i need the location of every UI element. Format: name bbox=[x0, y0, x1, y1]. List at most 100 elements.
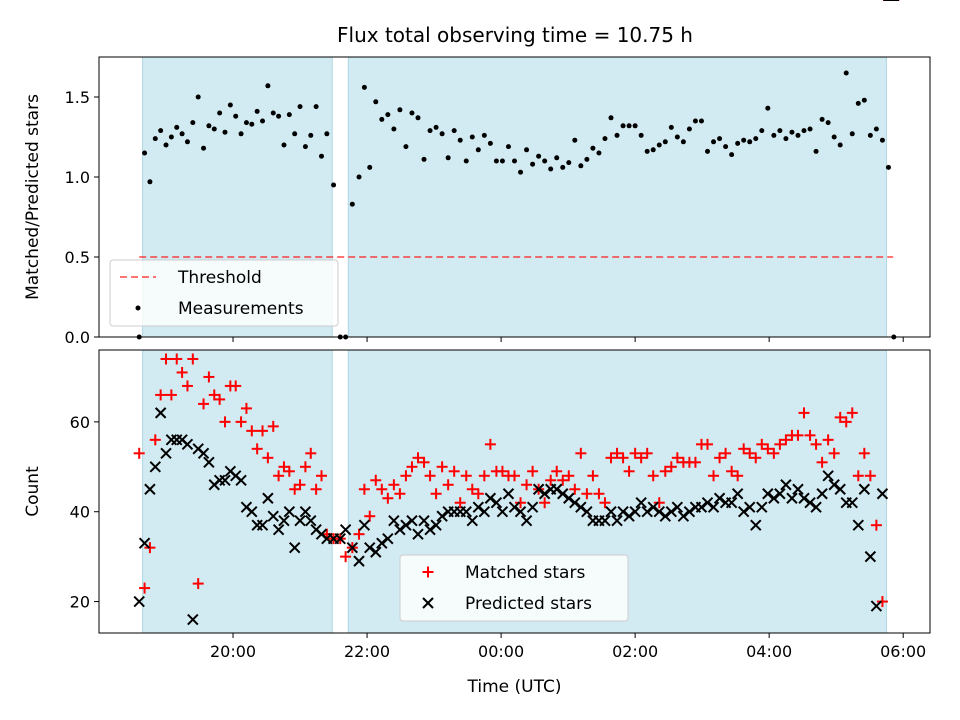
measurement-point bbox=[475, 147, 481, 153]
matched-star-point bbox=[382, 492, 394, 504]
predicted-star-point bbox=[750, 519, 762, 531]
predicted-star-point bbox=[288, 541, 301, 554]
measurement-point bbox=[493, 158, 499, 164]
matched-star-point bbox=[230, 380, 242, 392]
measurement-point bbox=[318, 153, 324, 159]
matched-star-point bbox=[160, 353, 172, 365]
matched-star-point bbox=[810, 438, 822, 450]
measurement-point bbox=[584, 156, 590, 162]
matched-star-point bbox=[235, 416, 247, 428]
matched-star-point bbox=[240, 402, 252, 414]
matched-star-point bbox=[149, 434, 161, 446]
measurement-point bbox=[313, 104, 319, 110]
x-tick-label: 22:00 bbox=[344, 642, 390, 661]
predicted-star-point bbox=[334, 532, 346, 545]
bottom-legend: Matched stars Predicted stars bbox=[399, 554, 629, 622]
matched-star-point bbox=[424, 470, 436, 482]
predicted-star-point bbox=[538, 488, 551, 500]
matched-star-point bbox=[388, 479, 400, 491]
matched-star-point bbox=[203, 371, 215, 383]
measurement-point bbox=[457, 137, 463, 143]
matched-star-point bbox=[315, 470, 327, 482]
matched-star-point bbox=[647, 470, 659, 482]
matched-star-point bbox=[370, 474, 382, 486]
measurement-point bbox=[723, 144, 729, 150]
predicted-star-point bbox=[466, 514, 478, 527]
predicted-star-point bbox=[677, 510, 690, 522]
measurement-point bbox=[861, 97, 867, 103]
matched-star-point bbox=[726, 465, 738, 477]
matched-stars-points bbox=[133, 0, 900, 608]
measurement-point bbox=[206, 123, 212, 129]
legend-predicted-label: Predicted stars bbox=[465, 594, 592, 614]
predicted-star-point bbox=[406, 514, 418, 527]
predicted-star-point bbox=[154, 407, 167, 419]
predicted-star-point bbox=[235, 474, 247, 486]
predicted-star-point bbox=[353, 555, 365, 567]
matched-star-point bbox=[472, 488, 484, 500]
measurement-point bbox=[201, 145, 207, 151]
matched-star-point bbox=[738, 443, 750, 455]
matched-star-point bbox=[635, 452, 647, 464]
measurement-point bbox=[302, 144, 308, 150]
legend-measurement-swatch bbox=[135, 305, 141, 311]
measurement-point bbox=[885, 164, 891, 170]
measurement-point bbox=[233, 113, 239, 119]
top-y-ticks: 0.0 0.5 1.0 1.5 bbox=[65, 88, 99, 347]
predicted-star-point bbox=[768, 492, 780, 504]
predicted-star-point bbox=[160, 447, 172, 460]
measurement-point bbox=[566, 160, 572, 166]
matched-star-point bbox=[527, 465, 539, 477]
predicted-star-point bbox=[701, 497, 714, 509]
measurement-point bbox=[179, 131, 185, 137]
measurement-point bbox=[789, 129, 795, 135]
predicted-star-point bbox=[256, 519, 269, 531]
predicted-star-point bbox=[418, 514, 430, 527]
measurement-point bbox=[439, 131, 445, 137]
matched-star-point bbox=[358, 483, 370, 495]
predicted-star-point bbox=[358, 519, 371, 531]
matched-star-point bbox=[509, 470, 520, 482]
predicted-star-point bbox=[876, 488, 889, 500]
measurement-point bbox=[397, 107, 403, 113]
measurement-point bbox=[403, 144, 409, 150]
predicted-star-point bbox=[382, 532, 394, 545]
matched-star-point bbox=[478, 470, 490, 482]
shaded-interval-1 bbox=[142, 349, 333, 634]
x-tick-label: 00:00 bbox=[478, 642, 524, 661]
predicted-star-point bbox=[472, 501, 485, 513]
measurement-point bbox=[445, 155, 451, 161]
predicted-star-point bbox=[283, 506, 296, 518]
matched-star-point bbox=[599, 497, 611, 509]
measurement-point bbox=[620, 123, 626, 129]
predicted-star-point bbox=[149, 461, 162, 473]
measurement-point bbox=[499, 158, 505, 164]
matched-star-point bbox=[605, 452, 617, 464]
predicted-star-point bbox=[502, 488, 515, 500]
predicted-star-point bbox=[798, 492, 810, 504]
y-tick-label: 1.0 bbox=[65, 168, 90, 187]
measurement-point bbox=[572, 137, 578, 143]
predicted-star-point bbox=[780, 479, 792, 491]
matched-star-point bbox=[804, 429, 816, 441]
measurement-point bbox=[324, 131, 330, 137]
predicted-star-point bbox=[430, 519, 442, 531]
matched-star-point bbox=[876, 596, 888, 608]
measurement-point bbox=[297, 104, 303, 110]
matched-star-point bbox=[406, 461, 418, 473]
bottom-x-ticks: 20:00 22:00 00:00 02:00 04:00 06:00 bbox=[210, 633, 926, 661]
predicted-star-point bbox=[520, 514, 533, 527]
predicted-star-point bbox=[490, 497, 503, 509]
measurement-point bbox=[433, 124, 439, 130]
measurement-point bbox=[265, 83, 271, 89]
predicted-star-point bbox=[744, 501, 756, 513]
measurement-point bbox=[292, 131, 298, 137]
measurement-point bbox=[217, 110, 223, 116]
measurement-point bbox=[686, 126, 692, 132]
predicted-star-point bbox=[370, 546, 382, 558]
predicted-star-point bbox=[737, 506, 750, 518]
measurement-point bbox=[367, 164, 373, 170]
predicted-star-point bbox=[219, 474, 231, 486]
matched-star-point bbox=[171, 353, 183, 365]
matched-star-point bbox=[192, 578, 204, 590]
